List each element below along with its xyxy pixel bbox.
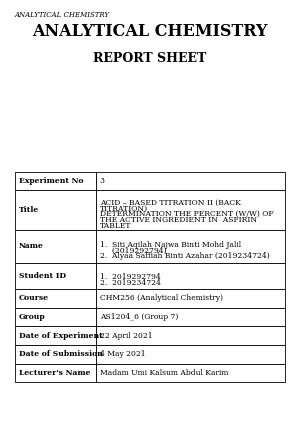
Bar — [96, 263, 285, 289]
Text: Experiment No: Experiment No — [19, 177, 83, 185]
Bar — [15, 308, 96, 326]
Text: ACID – BASED TITRATION II (BACK: ACID – BASED TITRATION II (BACK — [100, 198, 241, 206]
Bar — [15, 230, 96, 263]
Bar — [15, 289, 96, 308]
Text: Lecturer's Name: Lecturer's Name — [19, 369, 90, 377]
Text: THE ACTIVE INGREDIENT IN  ASPIRIN: THE ACTIVE INGREDIENT IN ASPIRIN — [100, 216, 257, 224]
Bar — [96, 345, 285, 364]
Bar — [96, 230, 285, 263]
Bar — [15, 172, 96, 190]
Text: (2019292794): (2019292794) — [100, 246, 166, 254]
Text: 1.  2019292794: 1. 2019292794 — [100, 273, 160, 281]
Text: REPORT SHEET: REPORT SHEET — [93, 52, 207, 65]
Text: 22 April 2021: 22 April 2021 — [100, 332, 152, 340]
Text: CHM256 (Analytical Chemistry): CHM256 (Analytical Chemistry) — [100, 295, 223, 302]
Bar — [15, 345, 96, 364]
Bar — [96, 364, 285, 382]
Text: 4 May 2021: 4 May 2021 — [100, 351, 145, 358]
Text: Date of Submission: Date of Submission — [19, 351, 102, 358]
Text: 1.  Siti Aqilah Najwa Binti Mohd Jalil: 1. Siti Aqilah Najwa Binti Mohd Jalil — [100, 241, 241, 248]
Bar — [15, 190, 96, 230]
Text: Madam Umi Kalsum Abdul Karim: Madam Umi Kalsum Abdul Karim — [100, 369, 228, 377]
Text: Name: Name — [19, 243, 44, 250]
Text: 2.  Alyaa Saffiah Binti Azahar (2019234724): 2. Alyaa Saffiah Binti Azahar (201923472… — [100, 252, 269, 260]
Text: AS1204_6 (Group 7): AS1204_6 (Group 7) — [100, 313, 178, 321]
Text: Date of Experiment: Date of Experiment — [19, 332, 102, 340]
Text: ANALYTICAL CHEMISTRY: ANALYTICAL CHEMISTRY — [15, 11, 110, 19]
Bar — [15, 263, 96, 289]
Text: TITRATION): TITRATION) — [100, 204, 148, 212]
Text: 3: 3 — [100, 177, 105, 185]
Bar — [96, 190, 285, 230]
Text: Student ID: Student ID — [19, 272, 66, 280]
Bar — [96, 172, 285, 190]
Bar — [15, 364, 96, 382]
Text: Group: Group — [19, 313, 45, 321]
Text: ANALYTICAL CHEMISTRY: ANALYTICAL CHEMISTRY — [32, 23, 268, 40]
Text: DETERMINATION THE PERCENT (W/W) OF: DETERMINATION THE PERCENT (W/W) OF — [100, 210, 273, 218]
Text: Title: Title — [19, 206, 39, 214]
Text: Course: Course — [19, 295, 49, 302]
Text: 2.  2019234724: 2. 2019234724 — [100, 279, 160, 287]
Bar — [96, 289, 285, 308]
Bar — [96, 326, 285, 345]
Text: TABLET: TABLET — [100, 222, 131, 229]
Bar — [15, 326, 96, 345]
Bar — [96, 308, 285, 326]
